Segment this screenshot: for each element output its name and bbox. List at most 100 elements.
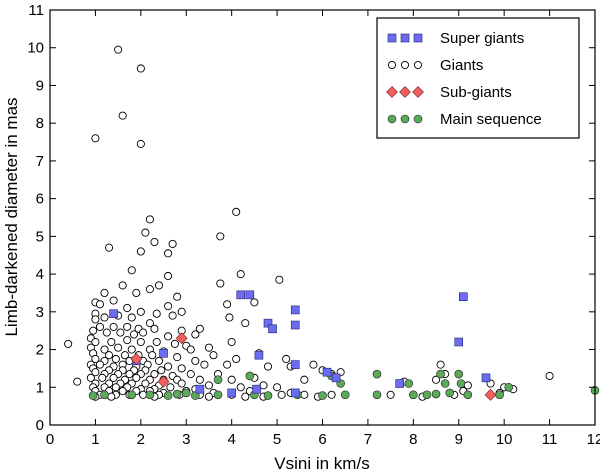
data-point-giants: [123, 303, 132, 313]
data-point-giants: [152, 309, 161, 318]
data-point-giants: [204, 381, 214, 390]
y-tick-label: 11: [28, 2, 44, 19]
y-tick-label: 6: [36, 191, 44, 208]
data-point-main-sequence: [372, 369, 382, 379]
y-tick-label: 0: [36, 417, 44, 434]
data-point-giants: [91, 337, 100, 347]
data-point-giants: [98, 373, 107, 382]
data-point-giants: [136, 337, 145, 347]
y-tick-label: 10: [27, 40, 44, 57]
data-point-main-sequence: [318, 391, 327, 400]
legend: Super giants Giants Sub-giants Main sequenc…: [376, 17, 580, 139]
data-point-giants: [154, 281, 164, 290]
data-point-giants: [164, 271, 173, 281]
data-point-main-sequence: [191, 391, 200, 400]
data-point-giants: [241, 319, 250, 328]
data-point-giants: [263, 362, 273, 371]
data-point-giants: [150, 237, 159, 247]
data-point-giants: [168, 239, 177, 248]
data-point-main-sequence: [127, 390, 137, 400]
data-point-giants: [104, 243, 114, 252]
data-point-giants: [118, 281, 127, 290]
data-point-giants: [177, 307, 186, 316]
data-point-giants: [232, 207, 241, 216]
x-tick-label: 7: [364, 431, 372, 448]
data-point-giants: [145, 285, 154, 294]
legend-marker-main-sequence: [413, 114, 423, 124]
data-point-giants: [125, 370, 134, 379]
data-point-giants: [64, 339, 73, 348]
x-axis-label: Vsini in km/s: [274, 454, 369, 473]
y-tick-label: 9: [36, 77, 44, 94]
data-point-main-sequence: [404, 379, 414, 388]
legend-marker-sub-giants: [399, 86, 411, 98]
data-point-main-sequence: [456, 379, 466, 388]
x-tick-label: 9: [455, 431, 463, 448]
data-point-sub-giants: [175, 332, 188, 345]
data-point-main-sequence: [88, 391, 98, 400]
data-point-main-sequence: [504, 382, 514, 392]
data-point-giants: [204, 392, 214, 401]
data-point-giants: [100, 313, 109, 322]
data-point-giants: [120, 351, 129, 360]
data-point-giants: [186, 370, 195, 379]
data-point-giants: [136, 64, 145, 73]
legend-marker-main-sequence: [387, 114, 397, 124]
data-point-giants: [200, 360, 209, 369]
data-point-main-sequence: [436, 369, 445, 379]
x-tick-label: 8: [409, 431, 417, 448]
data-point-main-sequence: [454, 369, 464, 379]
data-point-giants: [145, 215, 154, 224]
data-point-giants: [170, 339, 179, 348]
data-point-giants: [111, 354, 120, 364]
legend-box: [376, 17, 580, 139]
x-tick-label: 10: [496, 431, 513, 448]
data-point-main-sequence: [463, 390, 473, 400]
data-point-super-giants: [252, 384, 261, 394]
x-tick-label: 3: [182, 431, 190, 448]
data-point-sub-giants: [130, 353, 143, 365]
legend-label-sub-giants: Sub-giants: [440, 84, 512, 101]
data-point-giants: [145, 319, 154, 328]
data-point-giants: [148, 351, 157, 360]
data-point-main-sequence: [440, 379, 450, 388]
data-point-giants: [107, 337, 116, 347]
plot-points: [64, 45, 600, 401]
data-point-giants: [223, 360, 232, 369]
data-point-giants: [431, 375, 441, 384]
data-point-giants: [139, 328, 148, 337]
data-point-giants: [195, 324, 204, 333]
data-point-giants: [277, 390, 286, 399]
data-point-giants: [216, 279, 225, 288]
data-point-main-sequence: [495, 390, 504, 400]
data-point-super-giants: [290, 305, 300, 315]
data-point-giants: [104, 351, 114, 360]
data-point-super-giants: [263, 318, 273, 328]
data-point-giants: [141, 379, 150, 388]
x-axis: 0 1 2 3 4 5 6 7 8 9 10 11 12: [46, 10, 600, 448]
data-point-super-giants: [236, 290, 246, 300]
data-point-giants: [86, 373, 95, 382]
data-point-giants: [191, 330, 200, 339]
legend-label-super-giants: Super giants: [440, 30, 524, 47]
data-point-giants: [275, 275, 284, 284]
data-point-main-sequence: [145, 390, 155, 400]
data-point-giants: [127, 313, 136, 322]
legend-marker-sub-giants: [386, 86, 398, 98]
data-point-giants: [225, 313, 234, 322]
data-point-main-sequence: [163, 391, 173, 400]
data-point-giants: [273, 383, 282, 392]
data-point-giants: [141, 228, 150, 237]
y-tick-label: 5: [36, 228, 44, 245]
data-point-giants: [91, 354, 100, 364]
data-point-giants: [107, 392, 116, 401]
data-point-giants: [118, 386, 127, 396]
data-point-giants: [173, 353, 182, 362]
data-point-super-giants: [290, 388, 300, 398]
data-point-super-giants: [195, 384, 205, 394]
data-point-giants: [95, 360, 105, 369]
data-point-giants: [89, 326, 98, 335]
data-point-giants: [127, 266, 136, 275]
data-point-giants: [223, 300, 232, 309]
data-point-giants: [123, 322, 132, 331]
